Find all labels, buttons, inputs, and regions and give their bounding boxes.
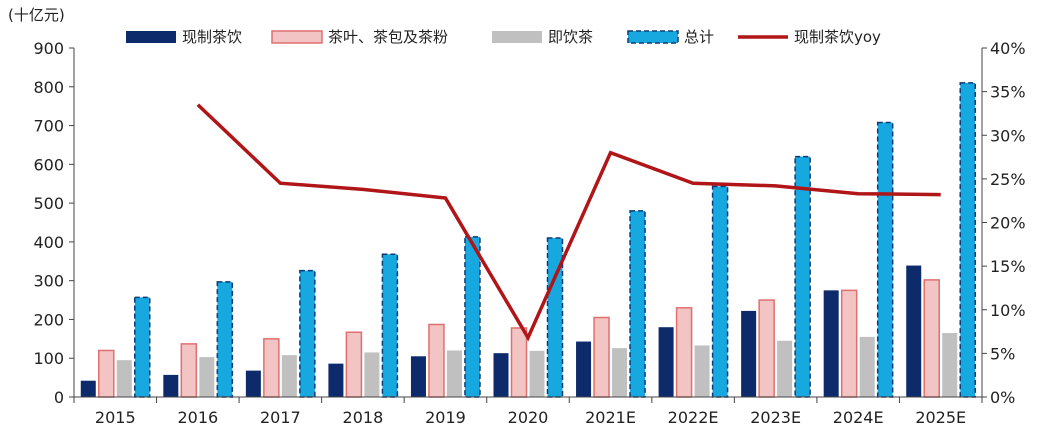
legend-swatch-0 xyxy=(126,31,176,43)
bar-series-2 xyxy=(446,350,462,397)
legend: 现制茶饮 茶叶、茶包及茶粉 即饮茶 总计 现制茶饮yoy xyxy=(126,28,881,46)
bar-series-3 xyxy=(134,296,151,398)
x-tick-label: 2023E xyxy=(750,408,801,427)
y-right-tick-label: 35% xyxy=(990,83,1026,102)
bar-series-0 xyxy=(823,290,839,397)
bar-series-2 xyxy=(694,345,710,397)
x-tick-label: 2019 xyxy=(425,408,466,427)
y-left-tick-label: 300 xyxy=(33,272,64,291)
bar-series-2 xyxy=(777,340,793,397)
bar-series-2 xyxy=(529,350,545,397)
bar-series-1 xyxy=(428,323,445,398)
bar-series-1 xyxy=(593,316,610,398)
y-right-tick-label: 5% xyxy=(990,344,1015,363)
bar-series-0 xyxy=(658,327,674,397)
legend-swatch-2 xyxy=(492,31,542,43)
bar-series-1 xyxy=(923,279,940,398)
bar-series-0 xyxy=(493,353,509,397)
bar-series-2 xyxy=(199,357,215,397)
x-tick-label: 2015 xyxy=(95,408,136,427)
legend-swatch-1 xyxy=(271,30,323,44)
bar-series-3 xyxy=(794,155,811,398)
y-axis-right: 0% 5% 10% 15% 20% 25% 30% 35% 40% xyxy=(981,39,1026,407)
legend-swatch-3 xyxy=(627,30,679,44)
bar-series-1 xyxy=(510,327,528,398)
bar-series-1 xyxy=(263,338,280,398)
x-tick-label: 2024E xyxy=(833,408,884,427)
bar-series-3 xyxy=(876,121,894,398)
line-series-4 xyxy=(196,103,941,342)
bar-series-2 xyxy=(281,355,297,397)
bar-series-0 xyxy=(741,310,757,397)
y-left-tick-label: 500 xyxy=(33,194,64,213)
bar-series-0 xyxy=(245,370,261,397)
y-right-tick-label: 15% xyxy=(990,257,1026,276)
legend-label-3: 总计 xyxy=(684,28,714,46)
x-tick-label: 2021E xyxy=(585,408,636,427)
bar-series-0 xyxy=(906,265,922,397)
bar-series-3 xyxy=(711,185,729,398)
y-left-tick-label: 100 xyxy=(33,349,64,368)
bar-series-3 xyxy=(546,237,564,398)
y-left-tick-label: 600 xyxy=(33,155,64,174)
legend-label-4: 现制茶饮yoy xyxy=(794,28,881,46)
bar-series-2 xyxy=(612,348,628,397)
bar-series-1 xyxy=(345,331,363,398)
y-left-tick-label: 900 xyxy=(33,39,64,58)
y-left-tick-label: 400 xyxy=(33,233,64,252)
bar-series-2 xyxy=(942,333,958,397)
bar-series-3 xyxy=(216,281,234,398)
bar-series-1 xyxy=(758,299,775,398)
legend-label-0: 现制茶饮 xyxy=(182,28,242,46)
bar-series-3 xyxy=(959,82,976,398)
legend-label-1: 茶叶、茶包及茶粉 xyxy=(328,28,448,46)
y-right-tick-label: 25% xyxy=(990,170,1026,189)
bar-series-1 xyxy=(98,349,115,398)
x-tick-label: 2017 xyxy=(260,408,301,427)
y-left-tick-label: 700 xyxy=(33,117,64,136)
x-tick-label: 2025E xyxy=(915,408,966,427)
bar-series-2 xyxy=(364,352,380,397)
bar-series-1 xyxy=(840,289,858,398)
x-tick-label: 2016 xyxy=(177,408,218,427)
y-axis-left: 0 100 200 300 400 500 600 700 800 900 xyxy=(33,39,75,407)
bar-series-3 xyxy=(381,253,399,398)
bar-series-0 xyxy=(80,380,96,397)
y-left-tick-label: 800 xyxy=(33,78,64,97)
y-right-tick-label: 30% xyxy=(990,126,1026,145)
y-right-tick-label: 20% xyxy=(990,214,1026,233)
y-left-tick-label: 0 xyxy=(54,388,64,407)
bar-series-0 xyxy=(328,363,344,397)
y-right-tick-label: 0% xyxy=(990,388,1015,407)
bar-series-2 xyxy=(859,336,875,397)
x-tick-label: 2018 xyxy=(343,408,384,427)
x-tick-label: 2020 xyxy=(508,408,549,427)
plot-area xyxy=(80,82,976,398)
bar-series-3 xyxy=(629,210,646,398)
y-left-tick-label: 200 xyxy=(33,310,64,329)
bar-series-1 xyxy=(675,307,693,398)
legend-label-2: 即饮茶 xyxy=(548,28,593,46)
y-unit-label: (十亿元) xyxy=(8,6,65,24)
x-tick-label: 2022E xyxy=(668,408,719,427)
bar-series-1 xyxy=(180,343,198,398)
y-right-tick-label: 10% xyxy=(990,301,1026,320)
bar-series-2 xyxy=(116,360,132,397)
bar-series-0 xyxy=(576,341,592,397)
bar-series-3 xyxy=(299,269,316,398)
y-right-tick-label: 40% xyxy=(990,39,1026,58)
bar-series-0 xyxy=(163,374,179,397)
bar-series-3 xyxy=(464,236,481,398)
x-axis: 2015 2016 2017 2018 2019 2020 2021E 2022E 2023E 2… xyxy=(73,396,983,427)
bar-series-0 xyxy=(410,356,426,397)
